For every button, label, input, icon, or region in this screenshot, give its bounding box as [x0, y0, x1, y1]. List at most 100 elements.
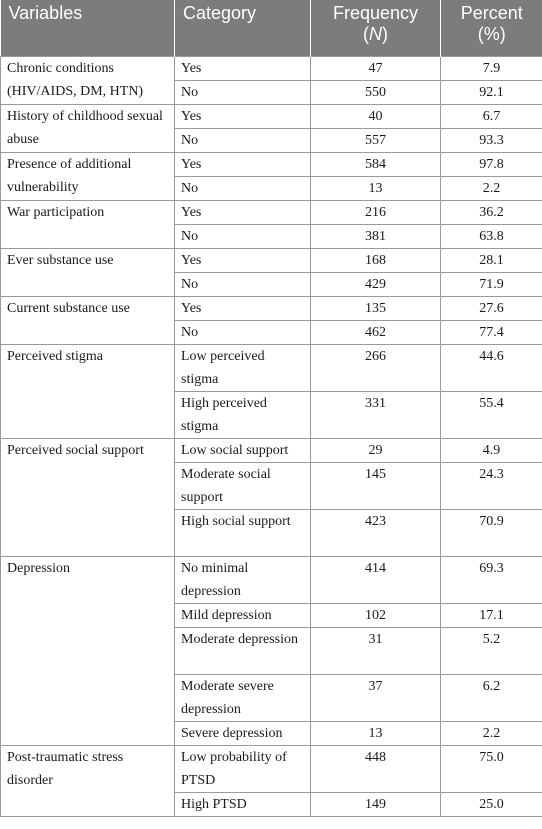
variable-cell: Post-traumatic stress disorder [0, 744, 175, 817]
category-cell: Yes [174, 151, 311, 177]
frequency-cell: 47 [310, 55, 441, 81]
category-cell: High PTSD [174, 791, 311, 817]
table-row: No 13 2.2 [1, 175, 542, 201]
table-row: Depression No minimal depression 414 69.… [0, 555, 542, 746]
percent-cell: 77.4 [440, 319, 542, 345]
frequency-cell: 423 [310, 508, 441, 557]
table-row: Presence of additional vulnerability Yes… [0, 151, 542, 201]
frequency-cell: 216 [310, 199, 441, 225]
variable-cell: Chronic conditions (HIV/AIDS, DM, HTN) [0, 55, 175, 105]
frequency-cell: 40 [310, 103, 441, 129]
percent-cell: 36.2 [440, 199, 542, 225]
percent-cell: 4.9 [440, 437, 542, 463]
header-row: Variables Category Frequency (N) Percent… [0, 0, 542, 56]
category-cell: Moderate social support [174, 461, 311, 510]
category-cell: No [174, 319, 311, 345]
table-body: Chronic conditions (HIV/AIDS, DM, HTN) Y… [0, 55, 542, 817]
category-cell: Mild depression [174, 602, 311, 628]
frequency-cell: 102 [310, 602, 441, 628]
variable-cell: War participation [0, 199, 175, 249]
table-row: Ever substance use Yes 168 28.1 [0, 247, 542, 297]
category-cell: Yes [174, 55, 311, 81]
header-frequency-close: ) [382, 24, 388, 44]
frequency-cell: 135 [310, 295, 441, 321]
table-row: Moderate severe depression 37 6.2 [1, 673, 542, 722]
frequency-cell: 168 [310, 247, 441, 273]
percent-cell: 55.4 [440, 390, 542, 439]
variable-cell: Presence of additional vulnerability [0, 151, 175, 201]
percent-cell: 6.2 [440, 673, 542, 722]
variable-cell: Current substance use [0, 295, 175, 345]
table-row: Chronic conditions (HIV/AIDS, DM, HTN) Y… [0, 55, 542, 105]
percent-cell: 93.3 [440, 127, 542, 153]
percent-cell: 25.0 [440, 791, 542, 817]
frequency-cell: 145 [310, 461, 441, 510]
percent-cell: 27.6 [440, 295, 542, 321]
category-cell: No [174, 127, 311, 153]
variable-cell: History of childhood sexual abuse [0, 103, 175, 153]
category-cell: Low probability of PTSD [174, 744, 311, 793]
table-row: High perceived stigma 331 55.4 [1, 390, 542, 439]
category-cell: No minimal depression [174, 555, 311, 604]
frequency-cell: 462 [310, 319, 441, 345]
percent-cell: 2.2 [440, 175, 542, 201]
variable-cell: Ever substance use [0, 247, 175, 297]
table-row: No 381 63.8 [1, 223, 542, 249]
frequency-cell: 414 [310, 555, 441, 604]
category-cell: Moderate severe depression [174, 673, 311, 722]
table-row: No 557 93.3 [1, 127, 542, 153]
header-frequency-label: Frequency [332, 3, 419, 23]
category-cell: Yes [174, 247, 311, 273]
table-row: No 550 92.1 [1, 79, 542, 105]
frequency-cell: 31 [310, 626, 441, 675]
table-row: No 429 71.9 [1, 271, 542, 297]
table-row: Post-traumatic stress disorder Low proba… [0, 744, 542, 817]
category-cell: No [174, 175, 311, 201]
frequency-cell: 29 [310, 437, 441, 463]
frequency-cell: 13 [310, 175, 441, 201]
frequency-cell: 13 [310, 720, 441, 746]
percent-cell: 2.2 [440, 720, 542, 746]
table-row: History of childhood sexual abuse Yes 40… [0, 103, 542, 153]
category-cell: No [174, 79, 311, 105]
percent-cell: 6.7 [440, 103, 542, 129]
header-category: Category [174, 0, 311, 56]
frequency-cell: 584 [310, 151, 441, 177]
percent-cell: 17.1 [440, 602, 542, 628]
percent-cell: 92.1 [440, 79, 542, 105]
table-row: Moderate social support 145 24.3 [1, 461, 542, 510]
percent-cell: 97.8 [440, 151, 542, 177]
header-percent-unit: (%) [477, 24, 506, 44]
percent-cell: 24.3 [440, 461, 542, 510]
category-cell: Yes [174, 103, 311, 129]
frequency-cell: 266 [310, 343, 441, 392]
header-percent: Percent (%) [440, 0, 542, 56]
variable-cell: Depression [0, 555, 175, 746]
table-row: High PTSD 149 25.0 [1, 791, 542, 817]
category-cell: Yes [174, 295, 311, 321]
frequency-cell: 550 [310, 79, 441, 105]
percent-cell: 7.9 [440, 55, 542, 81]
table-header: Variables Category Frequency (N) Percent… [0, 0, 542, 56]
category-cell: Yes [174, 199, 311, 225]
category-cell: High social support [174, 508, 311, 557]
percent-cell: 44.6 [440, 343, 542, 392]
category-cell: No [174, 271, 311, 297]
table-row: Perceived social support Low social supp… [0, 437, 542, 557]
category-cell: Severe depression [174, 720, 311, 746]
frequency-cell: 37 [310, 673, 441, 722]
header-frequency-symbol: N [369, 24, 382, 44]
table-row: Current substance use Yes 135 27.6 [0, 295, 542, 345]
category-cell: Low perceived stigma [174, 343, 311, 392]
percent-cell: 63.8 [440, 223, 542, 249]
table-row: War participation Yes 216 36.2 [0, 199, 542, 249]
category-cell: Moderate depression [174, 626, 311, 675]
frequency-cell: 331 [310, 390, 441, 439]
category-cell: Low social support [174, 437, 311, 463]
percent-cell: 70.9 [440, 508, 542, 557]
frequency-cell: 429 [310, 271, 441, 297]
percent-cell: 28.1 [440, 247, 542, 273]
variable-cell: Perceived stigma [0, 343, 175, 439]
table-row: Moderate depression 31 5.2 [1, 626, 542, 675]
